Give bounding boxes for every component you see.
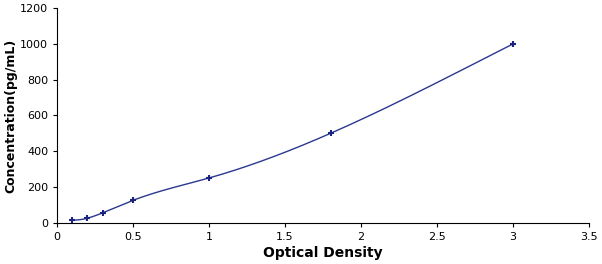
X-axis label: Optical Density: Optical Density xyxy=(263,246,383,260)
Y-axis label: Concentration(pg/mL): Concentration(pg/mL) xyxy=(4,38,17,192)
